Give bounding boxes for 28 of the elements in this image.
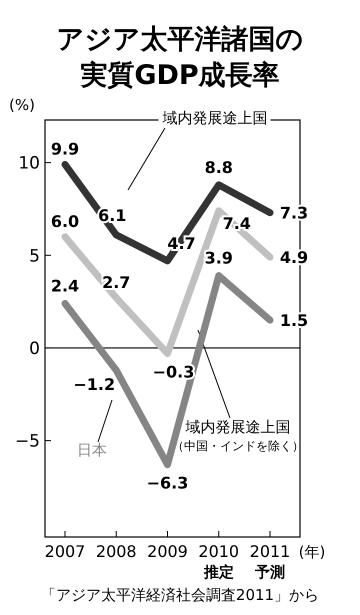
chart-title: アジア太平洋諸国の実質GDP成長率 (56, 24, 304, 91)
data-label: 2.4 (50, 276, 80, 296)
data-label: 2.7 (102, 272, 130, 292)
text: 日本 (77, 441, 107, 459)
text: 域内発展途上国 (162, 109, 268, 127)
data-label: −0.3 (152, 362, 194, 382)
y-tick-label: −5 (14, 432, 40, 452)
data-label: 8.8 (204, 158, 233, 177)
y-tick-label: 10 (18, 154, 40, 174)
text: 推定 (202, 563, 234, 581)
text: 「アジア太平洋経済社会調査2011」から (40, 586, 320, 604)
data-label: −6.3 (146, 474, 188, 493)
data-label: 9.9 (50, 139, 80, 158)
y-tick-label: 0 (29, 338, 40, 359)
x-tick-label: 2008 (96, 542, 137, 561)
data-label: 3.9 (204, 248, 233, 268)
x-tick-label: 2009 (147, 542, 188, 561)
x-tick-label: 2010 (198, 542, 240, 561)
data-label: −1.2 (73, 375, 116, 394)
y-tick-label: 5 (29, 246, 40, 266)
x-axis-title: (年) (298, 543, 326, 561)
x-tick-label: 2011 (250, 542, 290, 561)
data-label: 7.4 (222, 214, 251, 233)
text: 域内発展途上国（中国・インドを除く） (172, 418, 304, 453)
data-label: 6.0 (50, 212, 80, 231)
x-tick-label: 2007 (44, 542, 86, 561)
y-axis-title: (%) (9, 96, 35, 114)
text: 予測 (254, 563, 285, 581)
